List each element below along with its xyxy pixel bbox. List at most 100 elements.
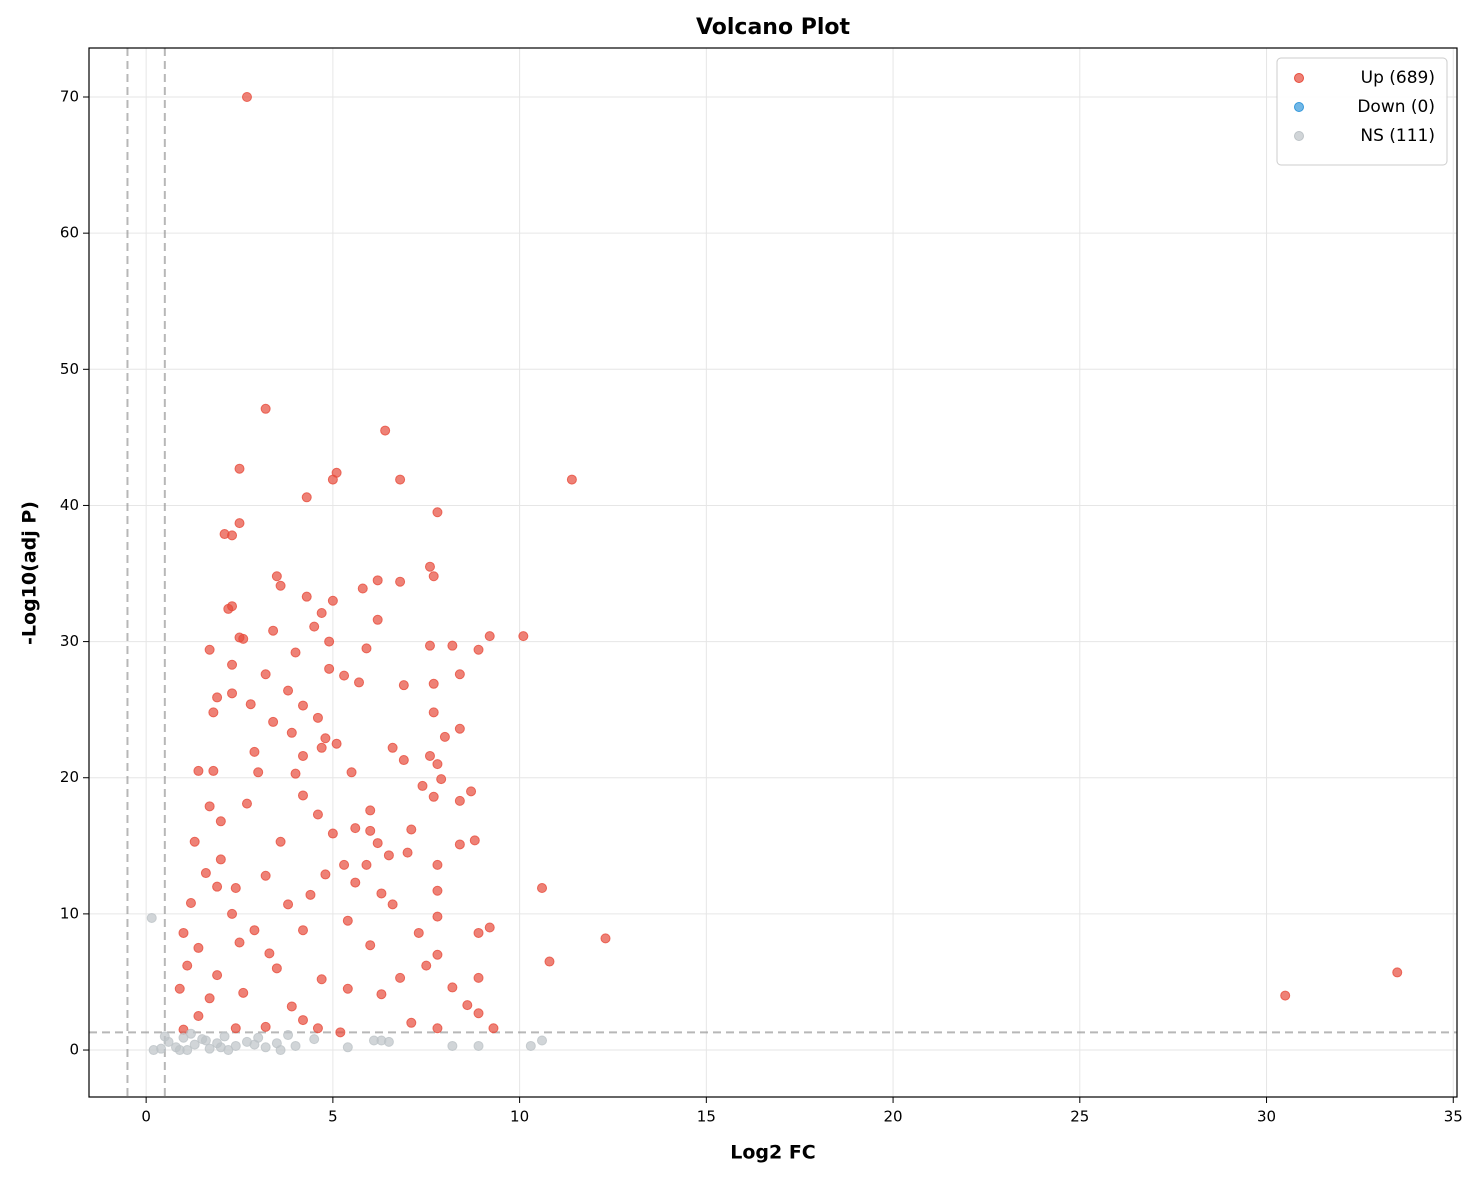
point — [454, 795, 465, 806]
point — [462, 1000, 473, 1011]
point — [283, 1030, 294, 1041]
point — [271, 963, 282, 974]
point — [189, 836, 200, 847]
point — [249, 746, 260, 757]
point — [566, 474, 577, 485]
point — [264, 948, 275, 959]
point — [238, 987, 249, 998]
point — [439, 731, 450, 742]
point — [473, 644, 484, 655]
point — [376, 888, 387, 899]
point — [249, 1039, 260, 1050]
point — [245, 699, 256, 710]
point — [309, 621, 320, 632]
point — [204, 1043, 215, 1054]
point — [146, 912, 157, 923]
point — [312, 809, 323, 820]
point — [518, 631, 529, 642]
point — [484, 631, 495, 642]
point — [395, 576, 406, 587]
point — [424, 640, 435, 651]
point — [428, 571, 439, 582]
y-tick-label: 60 — [60, 224, 79, 242]
point — [413, 927, 424, 938]
point — [424, 750, 435, 761]
point — [432, 949, 443, 960]
point — [466, 786, 477, 797]
point — [428, 707, 439, 718]
point — [204, 993, 215, 1004]
point — [320, 869, 331, 880]
point — [227, 659, 238, 670]
point — [309, 1034, 320, 1045]
point — [185, 1028, 196, 1039]
point — [286, 1001, 297, 1012]
point — [215, 1042, 226, 1053]
point — [324, 663, 335, 674]
point — [193, 765, 204, 776]
point — [260, 403, 271, 414]
point — [189, 1039, 200, 1050]
point — [1392, 967, 1403, 978]
point — [361, 859, 372, 870]
legend-box — [1276, 57, 1448, 166]
point — [327, 474, 338, 485]
point — [260, 1021, 271, 1032]
point — [600, 933, 611, 944]
point — [447, 982, 458, 993]
point — [230, 1040, 241, 1051]
point — [339, 670, 350, 681]
y-tick-label: 40 — [60, 496, 79, 514]
point — [268, 625, 279, 636]
point — [241, 798, 252, 809]
x-tick-label: 20 — [884, 1108, 903, 1126]
point — [365, 825, 376, 836]
point — [350, 877, 361, 888]
point — [241, 92, 252, 103]
point — [357, 583, 368, 594]
point — [454, 839, 465, 850]
point — [372, 838, 383, 849]
point — [372, 614, 383, 625]
point — [185, 897, 196, 908]
point — [178, 1032, 189, 1043]
y-tick-label: 0 — [69, 1041, 79, 1059]
point — [447, 1040, 458, 1051]
point — [290, 768, 301, 779]
point — [301, 591, 312, 602]
point — [488, 1023, 499, 1034]
point — [290, 647, 301, 658]
point — [271, 571, 282, 582]
point — [365, 940, 376, 951]
point — [297, 700, 308, 711]
legend-label: Up (689) — [1361, 68, 1435, 88]
y-axis-label: -Log10(adj P) — [19, 501, 41, 645]
point — [432, 911, 443, 922]
point — [398, 755, 409, 766]
point — [275, 580, 286, 591]
legend-marker — [1294, 102, 1304, 112]
point — [208, 765, 219, 776]
point — [454, 669, 465, 680]
point — [327, 595, 338, 606]
point — [398, 680, 409, 691]
point — [283, 685, 294, 696]
point — [383, 850, 394, 861]
legend-marker — [1294, 73, 1304, 83]
point — [275, 836, 286, 847]
x-tick-label: 30 — [1257, 1108, 1276, 1126]
point — [346, 767, 357, 778]
point — [174, 983, 185, 994]
legend: Up (689) Down (0) NS (111) — [1276, 57, 1448, 166]
legend-label: NS (111) — [1360, 126, 1435, 146]
point — [290, 1040, 301, 1051]
point — [159, 1031, 170, 1042]
point — [331, 738, 342, 749]
x-tick-label: 10 — [510, 1108, 529, 1126]
point — [230, 1023, 241, 1034]
point — [327, 828, 338, 839]
point — [234, 463, 245, 474]
point — [365, 805, 376, 816]
point — [234, 937, 245, 948]
point — [395, 474, 406, 485]
